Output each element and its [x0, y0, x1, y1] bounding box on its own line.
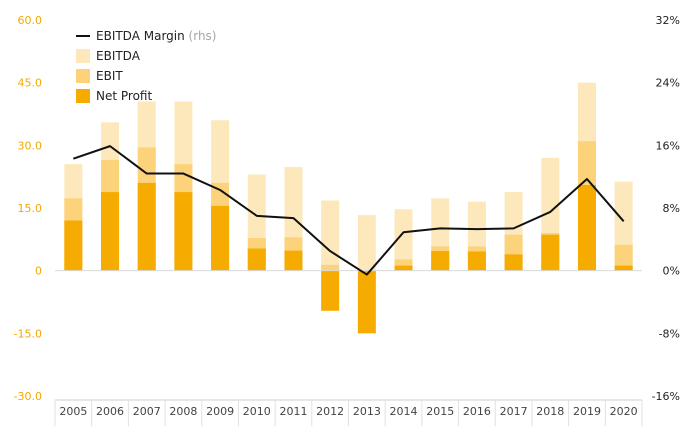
net-profit-bar-2008: [174, 192, 193, 271]
right-tick-label: 8%: [663, 202, 680, 215]
left-tick-label: -15.0: [14, 327, 42, 340]
legend-label-ebitda: EBITDA: [96, 49, 141, 63]
right-tick-label: 24%: [656, 77, 680, 90]
x-tick-label-2018: 2018: [536, 405, 564, 418]
right-tick-label: 32%: [656, 14, 680, 27]
x-tick-label-2006: 2006: [96, 405, 124, 418]
ebitda-bar-2013: [357, 215, 376, 271]
net-profit-bar-2015: [431, 251, 450, 271]
ebit-bar-2014: [394, 259, 413, 271]
net-profit-bar-2010: [247, 248, 266, 271]
x-tick-label-2016: 2016: [463, 405, 491, 418]
x-tick-label-2009: 2009: [206, 405, 234, 418]
net-profit-bar-2006: [101, 192, 120, 271]
legend-label-ebitda-margin: EBITDA Margin (rhs): [96, 29, 217, 43]
x-tick-label-2015: 2015: [426, 405, 454, 418]
net-profit-bar-2016: [467, 251, 486, 271]
x-tick-label-2012: 2012: [316, 405, 344, 418]
ebit-bar-2020: [614, 244, 633, 271]
net-profit-bar-2012: [321, 270, 340, 311]
x-tick-label-2017: 2017: [500, 405, 528, 418]
legend-swatch-net-profit: [76, 89, 90, 103]
x-tick-label-2020: 2020: [610, 405, 638, 418]
right-axis: -16% -8% 0% 8% 16% 24% 32%: [652, 14, 680, 403]
right-tick-label: -16%: [652, 390, 680, 403]
x-tick-label-2013: 2013: [353, 405, 381, 418]
x-axis: 2005 2006 2007 2008 2009 2010 2011 2012 2013 2014…: [54, 399, 643, 426]
net-profit-bar-2005: [64, 220, 83, 271]
right-tick-label: -8%: [659, 327, 680, 340]
left-axis: -30.0 -15.0 0 15.0 30.0 45.0 60.0: [14, 14, 42, 403]
legend-label-net-profit: Net Profit: [96, 89, 152, 103]
ebitda-bar-2014: [394, 209, 413, 271]
bars-layer: [64, 82, 633, 334]
left-tick-label: 45.0: [18, 77, 43, 90]
net-profit-bar-2013: [357, 270, 376, 334]
x-tick-label-2005: 2005: [59, 405, 87, 418]
net-profit-bar-2018: [541, 234, 560, 271]
x-tick-label-2007: 2007: [133, 405, 161, 418]
left-tick-label: 0: [35, 265, 42, 278]
left-tick-label: 30.0: [18, 139, 43, 152]
ebitda-bar-2012: [321, 200, 340, 271]
net-profit-bar-2017: [504, 254, 523, 271]
net-profit-bar-2009: [211, 205, 230, 271]
ebit-bar-2012: [321, 264, 340, 271]
left-tick-label: -30.0: [14, 390, 42, 403]
legend: EBITDA Margin (rhs) EBITDA EBIT Net Profit: [76, 29, 217, 103]
net-profit-bar-2019: [577, 185, 596, 271]
left-tick-label: 15.0: [18, 202, 43, 215]
x-tick-label-2019: 2019: [573, 405, 601, 418]
x-tick-label-2008: 2008: [169, 405, 197, 418]
net-profit-bar-2020: [614, 265, 633, 271]
x-tick-label-2011: 2011: [279, 405, 307, 418]
net-profit-bar-2011: [284, 250, 303, 271]
x-tick-label-2014: 2014: [390, 405, 418, 418]
margin-line-layer: [73, 145, 625, 276]
legend-suffix-rhs: (rhs): [185, 29, 217, 43]
left-tick-label: 60.0: [18, 14, 43, 27]
legend-swatch-ebit: [76, 69, 90, 83]
right-tick-label: 16%: [656, 139, 680, 152]
net-profit-bar-2007: [137, 182, 156, 271]
legend-label-ebit: EBIT: [96, 69, 123, 83]
x-tick-label-2010: 2010: [243, 405, 271, 418]
net-profit-bar-2014: [394, 265, 413, 271]
right-tick-label: 0%: [663, 265, 680, 278]
legend-swatch-ebitda: [76, 49, 90, 63]
ebitda-margin-line: [73, 145, 625, 276]
